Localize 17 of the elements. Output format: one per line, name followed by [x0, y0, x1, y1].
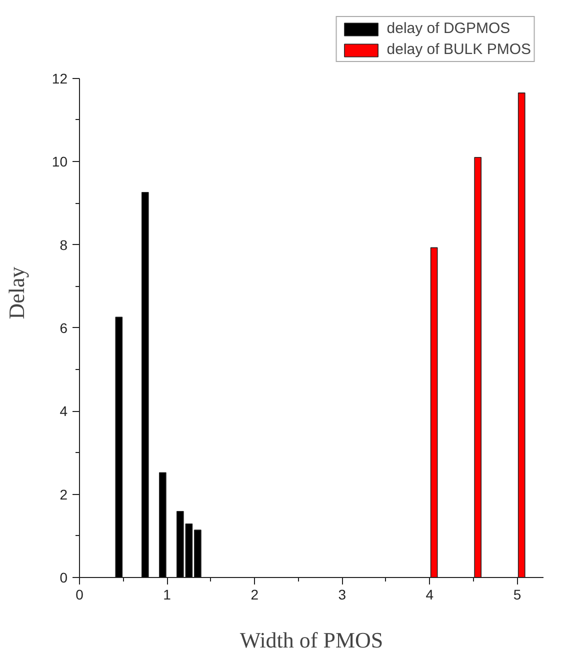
x-tick-label: 5: [513, 586, 522, 602]
legend-label: delay of DGPMOS: [386, 20, 510, 37]
y-axis-title: Delay: [4, 266, 29, 320]
y-tick-label: 8: [60, 236, 68, 253]
y-tick-label: 6: [60, 320, 68, 336]
y-tick-label: 4: [60, 403, 68, 420]
x-tick-label: 0: [76, 586, 84, 602]
legend-label: delay of BULK PMOS: [386, 41, 531, 58]
y-tick-label: 12: [52, 70, 68, 86]
y-tick-label: 10: [52, 154, 68, 170]
y-tick-label: 2: [60, 486, 68, 502]
x-tick-label: 3: [338, 586, 346, 602]
y-tick-label: 0: [60, 570, 68, 586]
x-tick-label: 1: [163, 586, 172, 602]
x-axis-title: Width of PMOS: [240, 628, 384, 652]
x-tick-label: 2: [250, 586, 259, 602]
x-tick-label: 4: [426, 586, 434, 602]
